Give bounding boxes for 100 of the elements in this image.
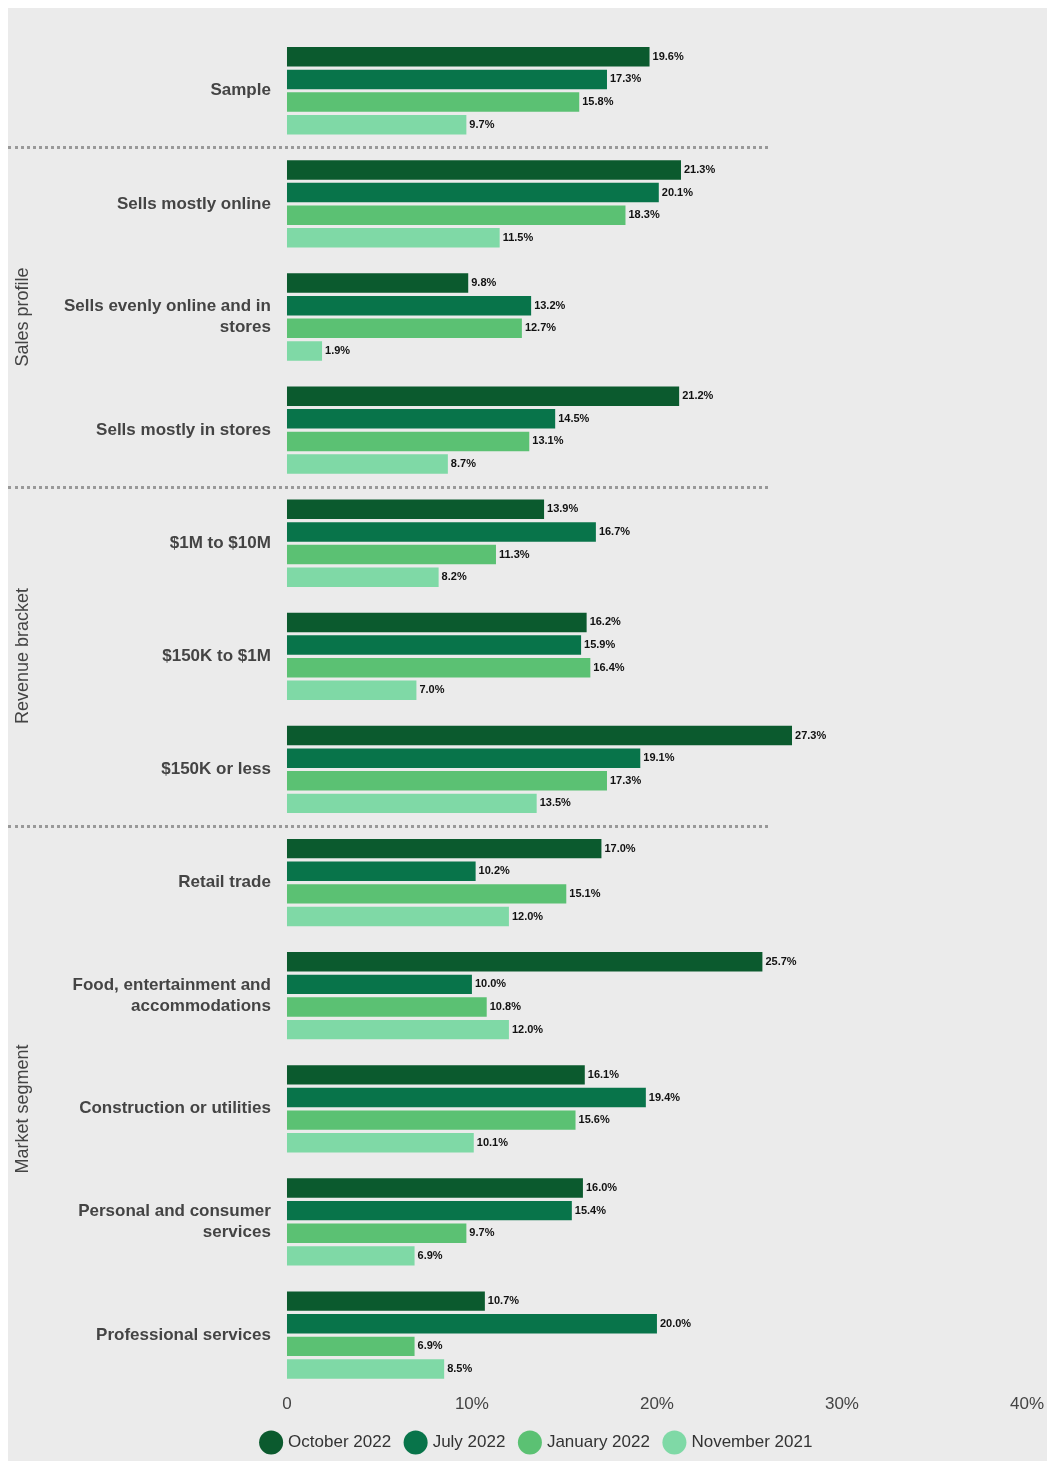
bar	[286, 1246, 415, 1266]
x-tick-label: 0	[282, 1394, 292, 1414]
data-label: 15.8%	[582, 95, 614, 108]
y-tick-label: $150K or less	[161, 759, 271, 779]
bar	[286, 1178, 583, 1198]
data-label: 19.1%	[643, 751, 675, 764]
bar	[286, 771, 607, 791]
bar	[286, 1359, 445, 1379]
text: Market segment	[11, 1044, 33, 1174]
bar	[286, 409, 556, 429]
data-label: 10.1%	[476, 1135, 509, 1148]
y-tick-label: Construction or utilities	[79, 1098, 271, 1118]
bar	[286, 160, 681, 180]
bar	[286, 454, 448, 474]
text: Revenue bracket	[11, 588, 33, 725]
data-label: 7.0%	[419, 683, 445, 696]
legend-label: November 2021	[691, 1432, 813, 1452]
y-tick-label: Personal and consumer services	[78, 1201, 272, 1241]
bar	[286, 386, 680, 406]
x-tick-label: 20%	[639, 1394, 674, 1414]
bar	[286, 69, 607, 90]
data-label: 19.4%	[648, 1090, 681, 1103]
data-label: 21.2%	[682, 389, 714, 402]
bar	[286, 974, 472, 995]
bar	[286, 657, 591, 678]
legend-label: July 2022	[432, 1432, 506, 1452]
data-label: 13.9%	[547, 502, 579, 515]
data-label: 9.7%	[469, 117, 495, 130]
y-tick-label: Sells evenly online and in stores	[63, 296, 271, 336]
bar	[286, 1291, 485, 1311]
data-label: 17.0%	[604, 841, 636, 854]
data-label: 21.3%	[684, 162, 716, 175]
data-label: 16.1%	[587, 1067, 620, 1080]
data-label: 13.5%	[539, 796, 572, 809]
data-label: 18.3%	[628, 208, 660, 221]
y-tick-label: Sells mostly online	[116, 193, 271, 213]
data-label: 27.3%	[795, 728, 827, 741]
bar	[286, 635, 582, 655]
data-label: 9.8%	[471, 276, 497, 289]
bar	[286, 92, 580, 112]
bar	[286, 114, 467, 135]
y-tick-label: Sample	[210, 80, 271, 100]
data-label: 9.7%	[469, 1226, 495, 1239]
bar	[286, 612, 587, 633]
data-label: 11.3%	[498, 547, 530, 560]
data-label: 16.2%	[589, 615, 622, 628]
bar	[286, 341, 323, 361]
data-label: 15.4%	[574, 1203, 607, 1216]
bar	[286, 1223, 467, 1243]
bar	[286, 182, 659, 203]
data-label: 15.6%	[578, 1113, 610, 1126]
bar	[286, 1200, 572, 1221]
data-label: 10.7%	[487, 1294, 520, 1307]
bar	[286, 1110, 576, 1130]
bar	[286, 431, 530, 452]
y-tick-label: $1M to $10M	[169, 532, 271, 552]
bar	[286, 793, 537, 814]
text: Sales profile	[11, 267, 33, 367]
y-tick-label: Professional services	[96, 1324, 271, 1344]
data-label: 10.2%	[478, 864, 511, 877]
y-tick-label: Sells mostly in stores	[96, 419, 271, 439]
data-label: 8.7%	[450, 457, 477, 470]
data-label: 20.0%	[659, 1316, 692, 1329]
data-label: 8.2%	[441, 570, 467, 583]
data-label: 10.8%	[489, 1000, 522, 1013]
bar	[286, 228, 500, 248]
data-label: 6.9%	[417, 1248, 443, 1261]
legend-label: January 2022	[546, 1432, 650, 1452]
data-label: 16.7%	[598, 524, 631, 537]
bar	[286, 1133, 474, 1153]
bar	[286, 1314, 657, 1334]
data-label: 17.3%	[609, 72, 642, 85]
bar	[286, 1019, 509, 1040]
data-label: 1.9%	[325, 343, 351, 356]
x-tick-label: 30%	[824, 1394, 859, 1414]
bar	[286, 499, 545, 520]
bar	[286, 522, 596, 542]
bar	[286, 748, 641, 768]
bar	[286, 1336, 415, 1357]
bar	[286, 1087, 646, 1108]
bar	[286, 861, 476, 881]
legend-label: October 2022	[288, 1432, 392, 1452]
data-label: 12.7%	[524, 321, 557, 334]
data-label: 12.0%	[511, 1022, 544, 1035]
data-label: 8.5%	[447, 1362, 473, 1375]
x-tick-label: 40%	[1009, 1394, 1044, 1414]
data-label: 16.0%	[585, 1181, 618, 1194]
bar	[286, 295, 532, 316]
data-label: 15.9%	[584, 638, 616, 651]
data-label: 20.1%	[661, 185, 694, 198]
data-label: 19.6%	[652, 49, 684, 62]
data-label: 16.4%	[593, 660, 625, 673]
bar	[286, 952, 763, 972]
y-tick-label: Retail trade	[178, 872, 271, 892]
x-tick-label: 10%	[454, 1394, 489, 1414]
data-label: 14.5%	[558, 411, 590, 424]
data-label: 12.0%	[511, 909, 544, 922]
bar	[286, 47, 650, 67]
data-label: 6.9%	[417, 1339, 443, 1352]
data-label: 11.5%	[502, 230, 534, 243]
